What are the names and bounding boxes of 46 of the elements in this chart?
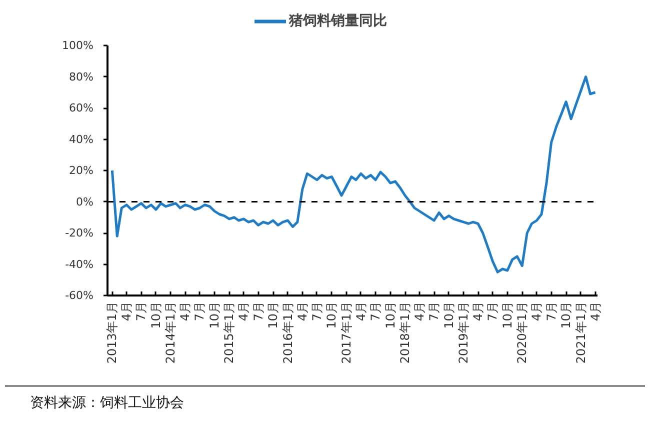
x-tick-label: 4月 bbox=[588, 301, 602, 322]
x-tick-label: 10月 bbox=[500, 301, 514, 329]
y-tick-label: -60% bbox=[65, 289, 94, 302]
x-tick-label: 4月 bbox=[412, 301, 426, 322]
x-tick-label: 10月 bbox=[207, 301, 222, 329]
y-tick-label: -40% bbox=[65, 258, 94, 271]
x-tick-label: 4月 bbox=[530, 301, 544, 322]
legend-label: 猪饲料销量同比 bbox=[289, 12, 387, 30]
y-tick-label: 20% bbox=[69, 164, 94, 177]
x-tick-label: 4月 bbox=[178, 301, 192, 322]
x-tick-label: 10月 bbox=[148, 301, 163, 329]
x-tick-label: 7月 bbox=[544, 301, 558, 322]
x-tick-label: 7月 bbox=[368, 301, 383, 322]
x-tick-label: 2016年1月 bbox=[280, 301, 295, 364]
x-tick-label: 7月 bbox=[192, 301, 207, 322]
x-tick-label: 2020年1月 bbox=[515, 301, 530, 364]
x-tick-label: 7月 bbox=[427, 301, 442, 322]
x-tick-label: 4月 bbox=[471, 301, 486, 322]
x-tick-label: 10月 bbox=[383, 301, 398, 329]
y-tick-label: 40% bbox=[69, 132, 94, 146]
y-tick-label: 80% bbox=[69, 70, 94, 84]
x-tick-label: 10月 bbox=[559, 301, 574, 329]
y-tick-label: 0% bbox=[76, 195, 94, 208]
x-tick-label: 2014年1月 bbox=[164, 301, 178, 364]
x-tick-label: 2017年1月 bbox=[339, 301, 354, 364]
x-tick-label: 2021年1月 bbox=[574, 301, 588, 364]
y-tick-label: 100% bbox=[62, 39, 94, 52]
y-tick-label: -20% bbox=[65, 226, 94, 240]
x-tick-label: 7月 bbox=[310, 301, 324, 322]
x-tick-label: 2015年1月 bbox=[222, 301, 236, 364]
x-tick-label: 2019年1月 bbox=[456, 301, 471, 364]
x-tick-label: 7月 bbox=[134, 301, 148, 322]
x-tick-label: 4月 bbox=[236, 301, 251, 322]
x-tick-label: 7月 bbox=[251, 301, 266, 322]
x-tick-label: 2018年1月 bbox=[398, 301, 412, 364]
x-tick-label: 4月 bbox=[354, 301, 368, 322]
x-tick-label: 10月 bbox=[324, 301, 339, 329]
x-tick-label: 4月 bbox=[120, 301, 134, 322]
x-tick-label: 2013年1月 bbox=[105, 301, 120, 364]
text: 资料来源：饲料工业协会 bbox=[30, 394, 184, 413]
x-tick-label: 10月 bbox=[266, 301, 280, 329]
line-series bbox=[110, 76, 597, 274]
x-tick-label: 4月 bbox=[295, 301, 310, 322]
x-tick-label: 7月 bbox=[486, 301, 500, 322]
x-tick-label: 10月 bbox=[442, 301, 456, 329]
y-tick-label: 60% bbox=[69, 102, 94, 114]
